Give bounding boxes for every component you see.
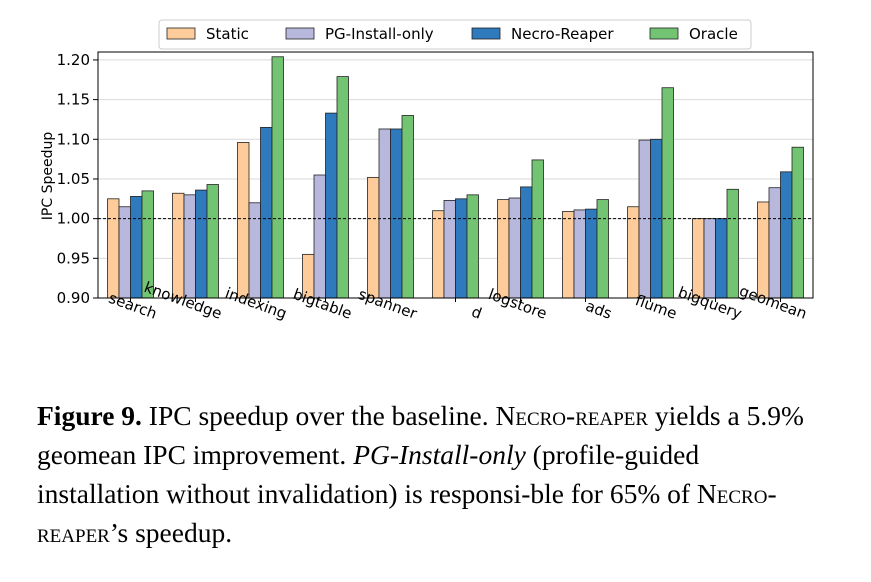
- bar-logstore-oracle: [531, 159, 544, 299]
- legend-label-necro-reaper: Necro-Reaper: [511, 25, 614, 43]
- bar-indexing-static: [237, 142, 250, 299]
- caption-necro-reaper-2: Necro-reaper: [37, 478, 777, 548]
- bar-flume-oracle: [661, 87, 674, 299]
- bar-indexing-necro-reaper: [260, 126, 273, 299]
- caption-label: Figure 9.: [37, 400, 142, 431]
- legend-label-static: Static: [206, 25, 249, 43]
- bar-bigtable-necro-reaper: [325, 112, 338, 299]
- bar-ads-pg-install-only: [573, 209, 586, 299]
- caption-necro-reaper-1: Necro-reaper: [495, 400, 649, 431]
- bar-indexing-oracle: [271, 56, 284, 299]
- caption-text-4: ’s speedup.: [109, 517, 233, 548]
- bar-logstore-necro-reaper: [520, 186, 533, 299]
- legend-swatch-oracle: [649, 27, 679, 40]
- bar-knowledge-pg-install-only: [183, 194, 196, 299]
- y-tick-label: 0.95: [57, 249, 90, 267]
- y-tick-label: 1.20: [57, 51, 90, 69]
- bar-bigtable-oracle: [336, 76, 349, 299]
- bar-geomean-oracle: [791, 146, 804, 299]
- y-axis: 0.90 0.95 1.00 1.05 1.10 1.15 1.20: [57, 51, 98, 307]
- bar-search-necro-reaper: [130, 196, 143, 299]
- x-tick-label-d: d: [469, 303, 484, 323]
- bar-bigquery-pg-install-only: [703, 218, 716, 299]
- bar-ads-static: [562, 211, 575, 299]
- bar-ads-necro-reaper: [585, 208, 598, 299]
- bar-geomean-static: [757, 201, 770, 299]
- y-tick-label: 1.00: [57, 210, 90, 228]
- bar-knowledge-necro-reaper: [195, 189, 208, 299]
- bar-geomean-pg-install-only: [768, 187, 781, 299]
- bar-logstore-static: [497, 199, 510, 299]
- figure-caption: Figure 9. IPC speedup over the baseline.…: [37, 396, 827, 552]
- bar-search-pg-install-only: [118, 206, 131, 299]
- bar-d-oracle: [466, 194, 479, 299]
- bar-spanner-necro-reaper: [390, 128, 403, 299]
- bar-spanner-static: [367, 176, 380, 299]
- bar-knowledge-oracle: [206, 184, 219, 299]
- bar-bigquery-static: [692, 218, 705, 299]
- y-tick-label: 1.05: [57, 170, 90, 188]
- bar-spanner-oracle: [401, 115, 414, 299]
- bars: [107, 56, 804, 299]
- y-tick-label: 0.90: [57, 289, 90, 307]
- legend-box: [158, 19, 752, 50]
- legend-label-pg-install-only: PG-Install-only: [325, 25, 434, 43]
- bar-logstore-pg-install-only: [508, 197, 521, 299]
- x-tick-label-ads: ads: [583, 297, 614, 323]
- bar-indexing-pg-install-only: [248, 202, 261, 299]
- caption-text-3: (profile-guided installation without inv…: [37, 439, 700, 509]
- ipc-speedup-chart: 0.900.951.001.051.101.151.20 searchknowl…: [40, 19, 814, 323]
- bar-geomean-necro-reaper: [780, 171, 793, 299]
- caption-text-2: yields a 5.9% geomean IPC improvement.: [37, 400, 804, 470]
- bar-bigquery-oracle: [726, 188, 739, 299]
- y-tick-label: 1.15: [57, 91, 90, 109]
- bar-knowledge-static: [172, 192, 185, 299]
- y-axis-label: IPC Speedup: [40, 132, 56, 221]
- y-tick-label: 1.10: [57, 130, 90, 148]
- caption-text-1: IPC speedup over the baseline.: [141, 400, 496, 431]
- bar-bigquery-necro-reaper: [715, 218, 728, 299]
- bar-d-pg-install-only: [443, 199, 456, 299]
- bar-bigtable-pg-install-only: [313, 174, 326, 299]
- legend-swatch-necro-reaper: [471, 27, 501, 40]
- bar-search-static: [107, 198, 120, 299]
- caption-pg-install-only: PG-Install-only: [353, 439, 526, 470]
- bar-d-necro-reaper: [455, 198, 468, 299]
- bar-d-static: [432, 210, 445, 299]
- legend-swatch-static: [166, 27, 196, 40]
- legend: Static PG-Install-only Necro-Reaper Oracle: [158, 19, 752, 50]
- legend-label-oracle: Oracle: [689, 25, 738, 43]
- bar-flume-static: [627, 206, 640, 299]
- legend-swatch-pg-install-only: [285, 27, 315, 40]
- bar-ads-oracle: [596, 199, 609, 299]
- bar-spanner-pg-install-only: [378, 128, 391, 299]
